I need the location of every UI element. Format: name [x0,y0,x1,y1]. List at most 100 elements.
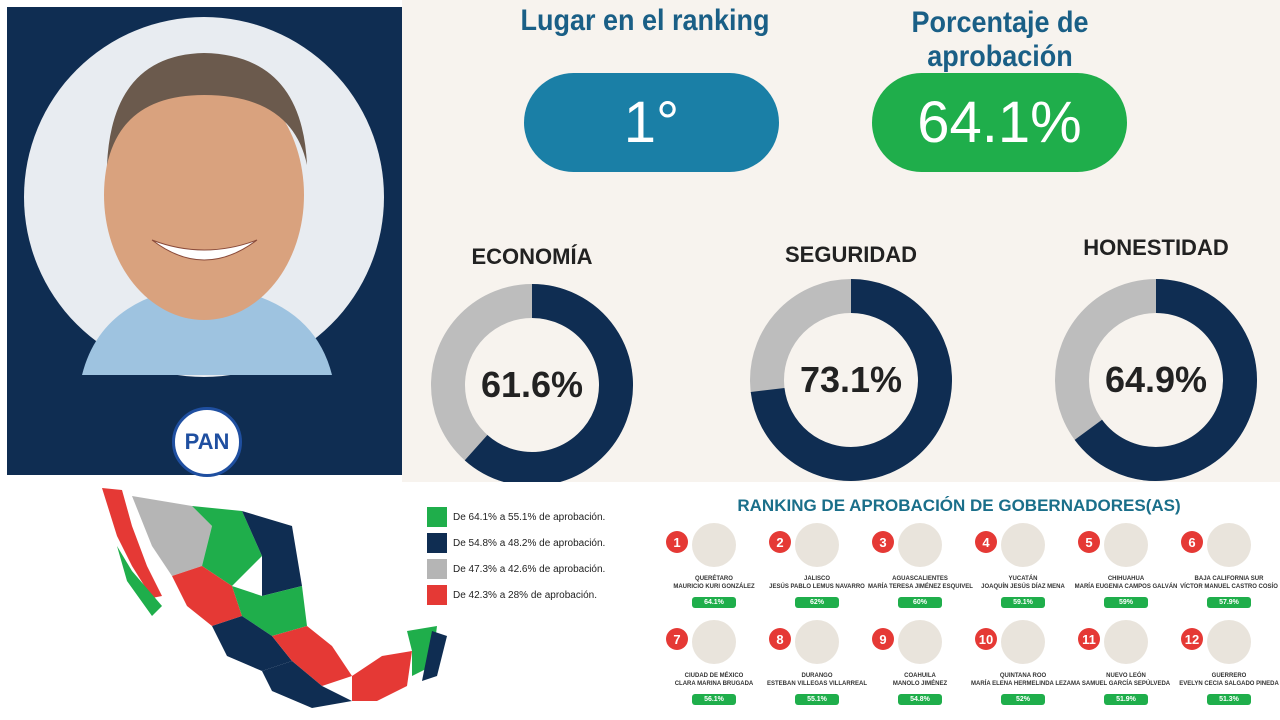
region [242,511,302,596]
governor-card: DURANGO ESTEBAN VILLEGAS VILLARREAL 55.1% [765,672,869,706]
governor-photo [795,523,839,567]
region [422,631,447,681]
donut-title: SEGURIDAD [784,242,917,267]
face [104,70,304,320]
legend-row: De 42.3% a 28% de aprobación. [427,582,605,608]
governor-state: GUERRERO [1211,673,1247,679]
donut-label: 64.9% [1105,359,1207,400]
region [172,566,242,626]
photo [24,17,384,377]
governor-title: RANKING DE APROBACIÓN DE GOBERNADORES(AS… [737,496,1181,515]
donut-arc [1074,279,1257,481]
rank-badge: 2 [769,531,791,553]
governor-state: DURANGO [801,673,833,679]
legend-row: De 64.1% a 55.1% de aprobación. [427,504,605,530]
governor-approval: 55.1% [795,694,839,705]
governor-state: YUCATÁN [1008,576,1038,582]
region [132,496,212,576]
approval-title: Porcentaje de aprobación [911,6,1089,73]
governor-state: NUEVO LEÓN [1106,673,1146,679]
governor-approval: 57.9% [1207,597,1251,608]
governor-photo [1207,620,1251,664]
rank-badge: 7 [666,628,688,650]
governor-state: BAJA CALIFORNIA SUR [1194,576,1264,582]
party-logo: PAN [172,407,242,477]
rank-badge: 5 [1078,531,1100,553]
governor-approval: 60% [898,597,942,608]
governor-card: NUEVO LEÓN SAMUEL GARCÍA SEPÚLVEDA 51.9% [1074,672,1178,706]
ranking-value: 1° [524,73,779,172]
rank-badge: 12 [1181,628,1203,650]
legend-swatch [427,507,447,527]
photo-panel: PAN [7,7,402,477]
region [192,506,262,586]
region [262,661,352,708]
governor-photo [898,620,942,664]
rank-badge: 3 [872,531,894,553]
donut-charts: 61.6% 73.1% 64.9% [431,279,1257,482]
governor-state: COAHUILA [904,673,936,679]
governor-card: QUERÉTARO MAURICIO KURI GONZÁLEZ 64.1% [662,575,766,609]
region [232,586,307,636]
governor-state: CHIHUAHUA [1107,576,1145,582]
governor-approval: 51.3% [1207,694,1251,705]
governor-card: JALISCO JESÚS PABLO LEMUS NAVARRO 62% [765,575,869,609]
governor-state: QUERÉTARO [695,576,733,582]
rank-badge: 10 [975,628,997,650]
legend-label: De 64.1% a 55.1% de aprobación. [453,511,606,523]
governor-state: JALISCO [803,576,830,582]
map-legend: De 64.1% a 55.1% de aprobación. De 54.8% … [427,504,605,608]
governor-name: CLARA MARINA BRUGADA [674,681,754,687]
shirt [82,285,332,375]
governor-approval: 52% [1001,694,1045,705]
governor-state: QUINTANA ROO [999,673,1047,679]
rank-badge: 1 [666,531,688,553]
governor-photo [1104,620,1148,664]
governor-state: CIUDAD DE MÉXICO [684,673,744,679]
region [102,488,162,598]
governor-photo [692,523,736,567]
smile [151,239,258,261]
governor-state: AGUASCALIENTES [892,576,948,582]
governor-photo [795,620,839,664]
donut-label: 61.6% [481,364,583,405]
donut-title: HONESTIDAD [1083,235,1229,260]
legend-swatch [427,559,447,579]
governor-photo [1001,523,1045,567]
rank-badge: 4 [975,531,997,553]
donut-arc [464,284,633,482]
governor-photo [898,523,942,567]
governor-approval: 54.8% [898,694,942,705]
hair [107,53,307,165]
legend-swatch [427,585,447,605]
legend-swatch [427,533,447,553]
governor-photo [1104,523,1148,567]
governor-photo [1207,523,1251,567]
region [272,626,352,686]
governor-name: MAURICIO KURI GONZÁLEZ [673,584,755,590]
governor-card: COAHUILA MANOLO JIMÉNEZ 54.8% [868,672,972,706]
governor-approval: 64.1% [692,597,736,608]
donut-title: ECONOMÍA [471,244,593,269]
region [212,616,292,671]
governor-card: CHIHUAHUA MARÍA EUGENIA CAMPOS GALVÁN 59% [1074,575,1178,609]
governor-name: VÍCTOR MANUEL CASTRO COSÍO [1180,584,1278,590]
map-panel: De 64.1% a 55.1% de aprobación. De 54.8% … [7,482,635,715]
map [102,488,447,708]
donut-arc [750,279,952,481]
governor-name: MARÍA EUGENIA CAMPOS GALVÁN [1074,584,1178,590]
governor-name: ESTEBAN VILLEGAS VILLARREAL [766,681,867,687]
governor-name: JESÚS PABLO LEMUS NAVARRO [769,584,865,590]
rank-badge: 6 [1181,531,1203,553]
governor-photo [692,620,736,664]
rank-badge: 8 [769,628,791,650]
governor-name: SAMUEL GARCÍA SEPÚLVEDA [1081,681,1171,687]
legend-label: De 42.3% a 28% de aprobación. [453,589,597,601]
governor-card: BAJA CALIFORNIA SUR VÍCTOR MANUEL CASTRO … [1177,575,1280,609]
governor-approval: 62% [795,597,839,608]
governor-card: YUCATÁN JOAQUÍN JESÚS DÍAZ MENA 59.1% [971,575,1075,609]
governor-panel: RANKING DE APROBACIÓN DE GOBERNADORES(AS… [645,482,1273,715]
approval-value: 64.1% [872,73,1127,172]
legend-label: De 47.3% a 42.6% de aprobación. [453,563,606,575]
